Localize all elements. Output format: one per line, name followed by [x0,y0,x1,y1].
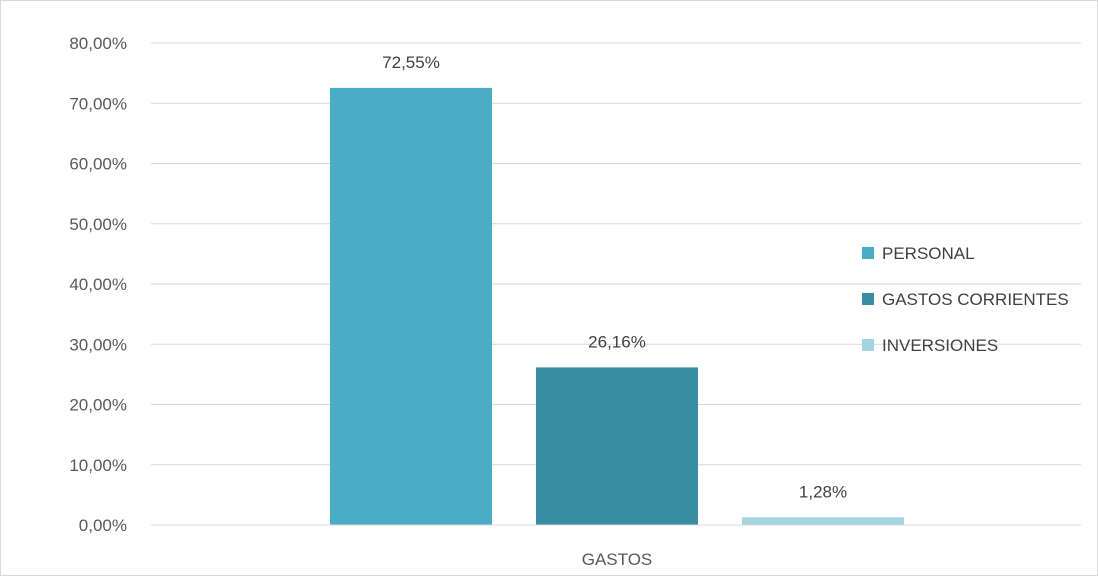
gridlines [151,42,1081,466]
legend-swatch-personal [862,247,874,259]
bar-personal [330,87,492,525]
y-tick-label: 50,00% [69,215,127,234]
y-tick-label: 20,00% [69,396,127,415]
x-category-label: GASTOS [582,550,653,569]
data-labels: 72,55% 26,16% 1,28% [382,53,847,501]
y-tick-label: 40,00% [69,275,127,294]
data-label-inversiones: 1,28% [799,482,847,501]
data-label-personal: 72,55% [382,53,440,72]
y-tick-label: 60,00% [69,155,127,174]
legend-label-personal: PERSONAL [882,244,975,263]
x-axis-category-labels: GASTOS [582,550,653,569]
bar-inversiones [742,517,904,525]
data-label-gastos-corrientes: 26,16% [588,332,646,351]
legend-label-inversiones: INVERSIONES [882,336,998,355]
y-tick-label: 80,00% [69,34,127,53]
bar-gastos-corrientes [536,367,698,525]
y-axis-tick-labels: 0,00% 10,00% 20,00% 30,00% 40,00% 50,00% 60,00… [69,34,127,535]
y-tick-label: 30,00% [69,335,127,354]
bars [330,87,904,525]
legend-label-gastos-corrientes: GASTOS CORRIENTES [882,290,1069,309]
y-tick-label: 0,00% [79,516,127,535]
legend-swatch-gastos-corrientes [862,293,874,305]
legend: PERSONAL GASTOS CORRIENTES INVERSIONES [862,244,1069,355]
legend-swatch-inversiones [862,339,874,351]
y-tick-label: 10,00% [69,456,127,475]
y-tick-label: 70,00% [69,94,127,113]
